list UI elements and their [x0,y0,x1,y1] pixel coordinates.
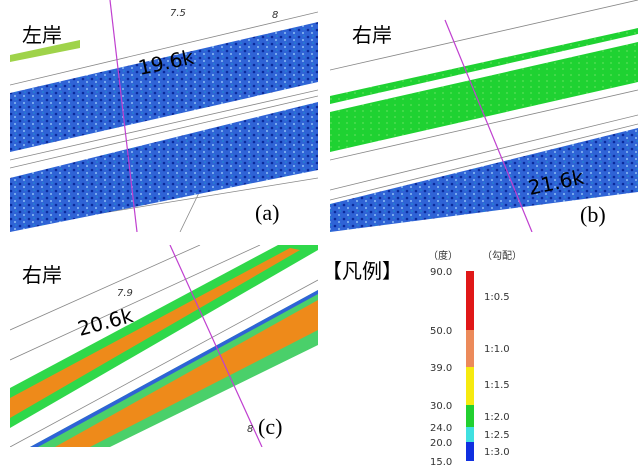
map-label: 8 [272,10,278,21]
legend-header: （勾配） [482,249,522,262]
legend-swatch [466,330,474,367]
bank-label: 右岸 [22,263,62,287]
panel-label: (b) [580,202,606,227]
legend: 【凡例】 （度） （勾配） 90.0 50.0 39.0 30.0 24.0 2… [322,249,522,468]
legend-swatch [466,367,474,405]
degree-label: 15.0 [430,457,452,468]
slope-label: 1:0.5 [484,292,510,303]
degree-label: 90.0 [430,267,452,278]
bank-label: 左岸 [22,23,62,47]
legend-swatch [466,427,474,442]
map-label: 7.9 [117,288,133,299]
legend-swatch [466,271,474,330]
legend-swatch [466,405,474,427]
slope-label: 1:2.0 [484,412,510,423]
degree-label: 24.0 [430,423,452,434]
map-label: 7.5 [170,8,186,19]
slope-label: 1:1.5 [484,380,510,391]
legend-header: （度） [428,249,458,262]
panel-label: (c) [258,414,282,439]
legend-swatch [466,442,474,461]
map-label: 8 [247,424,253,435]
bank-label: 右岸 [352,23,392,47]
panel-label: (a) [255,200,279,225]
degree-label: 39.0 [430,363,452,374]
degree-label: 50.0 [430,326,452,337]
degree-label: 20.0 [430,438,452,449]
legend-title: 【凡例】 [322,259,402,283]
figure: 左岸 19.6k 7.5 8 (a) 右岸 21.6k (b) 右岸 20.6k… [0,0,638,473]
slope-label: 1:3.0 [484,447,510,458]
degree-label: 30.0 [430,401,452,412]
slope-label: 1:1.0 [484,344,510,355]
slope-label: 1:2.5 [484,430,510,441]
